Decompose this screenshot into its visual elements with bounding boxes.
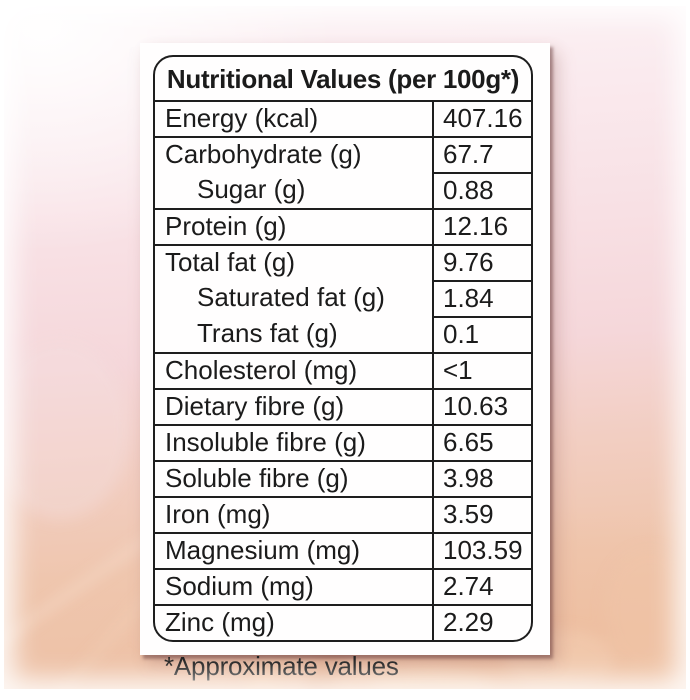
row-label: Total fat (g) xyxy=(155,244,432,280)
table-row-protein: Protein (g) 12.16 xyxy=(155,208,531,244)
row-label: Magnesium (mg) xyxy=(155,532,432,568)
table-row-carbohydrate: Carbohydrate (g) 67.7 xyxy=(155,136,531,172)
table-row-energy: Energy (kcal) 407.16 xyxy=(155,100,531,136)
table-row-dietary-fibre: Dietary fibre (g) 10.63 xyxy=(155,388,531,424)
row-label: Trans fat (g) xyxy=(197,317,338,348)
row-label: Protein (g) xyxy=(155,208,432,244)
table-row-insoluble-fibre: Insoluble fibre (g) 6.65 xyxy=(155,424,531,460)
row-value: 0.88 xyxy=(432,172,531,208)
nutrition-table-title: Nutritional Values (per 100g*) xyxy=(166,64,520,94)
row-label: Cholesterol (mg) xyxy=(155,352,432,388)
row-label: Dietary fibre (g) xyxy=(155,388,432,424)
row-label: Sugar (g) xyxy=(197,173,306,204)
row-value: 2.74 xyxy=(432,568,531,604)
table-row-magnesium: Magnesium (mg) 103.59 xyxy=(155,532,531,568)
row-value: <1 xyxy=(432,352,531,388)
nutrition-table: Nutritional Values (per 100g*) Energy (k… xyxy=(153,55,533,642)
blurred-highlight xyxy=(605,550,690,670)
row-label: Energy (kcal) xyxy=(155,100,432,136)
nutrition-label-card: Nutritional Values (per 100g*) Energy (k… xyxy=(140,43,550,681)
footnote-approximate-values: *Approximate values xyxy=(164,651,399,681)
row-value: 2.29 xyxy=(432,604,531,640)
row-value: 103.59 xyxy=(432,532,531,568)
table-row-zinc: Zinc (mg) 2.29 xyxy=(155,604,531,640)
row-value: 9.76 xyxy=(432,244,531,280)
table-row-iron: Iron (mg) 3.59 xyxy=(155,496,531,532)
row-value: 12.16 xyxy=(432,208,531,244)
row-value: 407.16 xyxy=(432,100,531,136)
table-row-trans-fat: Trans fat (g) 0.1 xyxy=(155,316,531,352)
wheat-spikelet xyxy=(304,643,346,700)
row-value: 3.98 xyxy=(432,460,531,496)
row-value: 10.63 xyxy=(432,388,531,424)
table-title-row: Nutritional Values (per 100g*) xyxy=(155,57,531,100)
row-label: Iron (mg) xyxy=(155,496,432,532)
row-value: 0.1 xyxy=(432,316,531,352)
table-row-cholesterol: Cholesterol (mg) <1 xyxy=(155,352,531,388)
row-value: 6.65 xyxy=(432,424,531,460)
row-value: 67.7 xyxy=(432,136,531,172)
row-label: Saturated fat (g) xyxy=(197,281,385,312)
table-row-sodium: Sodium (mg) 2.74 xyxy=(155,568,531,604)
row-label: Zinc (mg) xyxy=(155,604,432,640)
table-row-saturated-fat: Saturated fat (g) 1.84 xyxy=(155,280,531,316)
row-value: 3.59 xyxy=(432,496,531,532)
row-label: Soluble fibre (g) xyxy=(155,460,432,496)
row-value: 1.84 xyxy=(432,280,531,316)
table-row-soluble-fibre: Soluble fibre (g) 3.98 xyxy=(155,460,531,496)
row-label: Insoluble fibre (g) xyxy=(155,424,432,460)
blurred-highlight xyxy=(0,340,130,520)
table-row-sugar: Sugar (g) 0.88 xyxy=(155,172,531,208)
table-row-total-fat: Total fat (g) 9.76 xyxy=(155,244,531,280)
row-label: Sodium (mg) xyxy=(155,568,432,604)
row-label: Carbohydrate (g) xyxy=(155,136,432,172)
